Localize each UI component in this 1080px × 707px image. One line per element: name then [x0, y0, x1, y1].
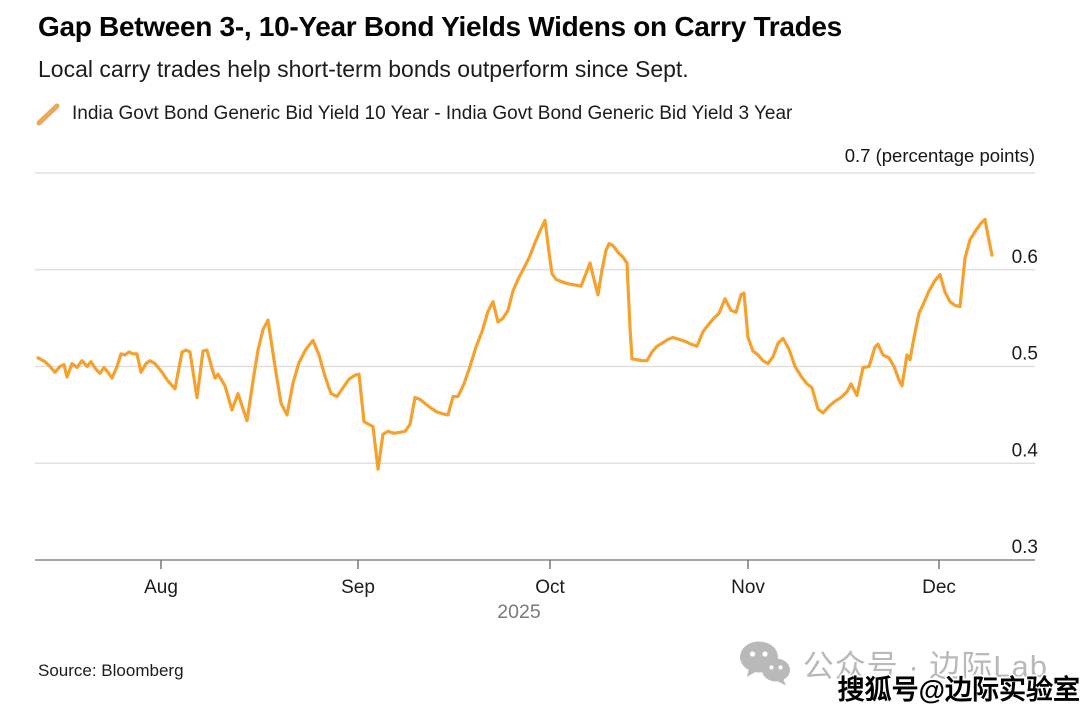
x-axis-tick-label: Dec: [922, 577, 956, 598]
x-axis-year-label: 2025: [497, 601, 541, 623]
spread-line-series: [36, 217, 994, 471]
x-axis-tick-label: Nov: [731, 577, 765, 598]
page-title: Gap Between 3-, 10-Year Bond Yields Wide…: [38, 11, 842, 42]
source-attribution: Source: Bloomberg: [38, 661, 184, 680]
y-axis-tick-label: 0.3: [1012, 537, 1038, 558]
legend: India Govt Bond Generic Bid Yield 10 Yea…: [36, 101, 792, 127]
legend-label: India Govt Bond Generic Bid Yield 10 Yea…: [72, 103, 793, 124]
y-axis-tick-label: 0.4: [1012, 440, 1039, 461]
x-axis-tick-label: Aug: [144, 577, 178, 598]
sohu-watermark-label: 搜狐号@边际实验室: [837, 675, 1080, 705]
y-axis-tick-label: 0.6: [1012, 247, 1038, 268]
y-axis-tick-label: 0.5: [1012, 344, 1038, 365]
wechat-watermark-label: 公众号 · 边际Lab: [802, 648, 1048, 684]
legend-slash-icon: [36, 103, 60, 126]
wechat-icon: [739, 641, 790, 686]
chart-subtitle: Local carry trades help short-term bonds…: [38, 56, 689, 82]
wechat-watermark: 公众号 · 边际Lab: [739, 640, 1048, 686]
x-axis-tick-label: Oct: [535, 577, 565, 598]
x-axis-tick-label: Sep: [341, 577, 375, 598]
y-axis-unit-label: 0.7 (percentage points): [844, 145, 1035, 166]
